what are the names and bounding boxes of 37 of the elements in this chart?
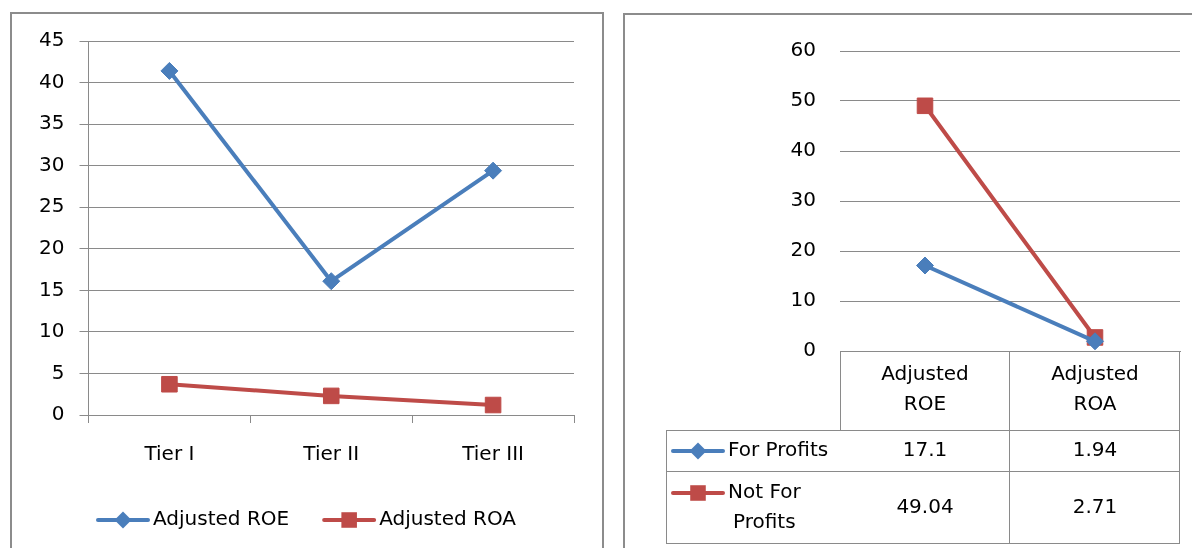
legend-label: Adjusted ROE bbox=[153, 506, 290, 531]
legend-label: Adjusted ROA bbox=[379, 506, 517, 531]
y-tick-label: 15 bbox=[39, 276, 65, 301]
point bbox=[1086, 332, 1104, 351]
y-tick-label: 5 bbox=[51, 359, 65, 384]
x-tick-label: Tier III bbox=[461, 441, 524, 466]
y-tick-label: 10 bbox=[39, 318, 65, 343]
data-label: 1.94 bbox=[1072, 437, 1118, 462]
y-tick-label: 35 bbox=[39, 110, 65, 135]
y-tick-label: 25 bbox=[39, 193, 65, 218]
point bbox=[916, 97, 934, 115]
x-tick-label: Tier II bbox=[302, 441, 360, 466]
y-tick-label: 20 bbox=[39, 234, 65, 259]
y-tick-label: 60 bbox=[790, 37, 816, 62]
point bbox=[161, 375, 178, 393]
point bbox=[484, 396, 502, 414]
point bbox=[322, 272, 341, 291]
data-label: 17.1 bbox=[902, 437, 948, 462]
legend-label: For Profits bbox=[728, 437, 829, 462]
point bbox=[160, 61, 179, 80]
point bbox=[322, 387, 340, 405]
y-tick-label: 45 bbox=[39, 27, 65, 52]
data-label: 2.71 bbox=[1072, 494, 1118, 519]
point bbox=[484, 161, 503, 180]
y-tick-label: 20 bbox=[790, 237, 816, 262]
legend-label: Not For Profits bbox=[728, 479, 802, 534]
y-tick-label: 30 bbox=[39, 151, 65, 176]
y-tick-label: 0 bbox=[51, 401, 65, 426]
point bbox=[916, 256, 934, 275]
y-tick-label: 0 bbox=[803, 337, 816, 362]
x-tick-label: Tier I bbox=[143, 441, 195, 466]
data-label: 49.04 bbox=[896, 494, 954, 519]
y-tick-label: 30 bbox=[790, 187, 816, 212]
y-tick-label: 40 bbox=[39, 68, 65, 93]
y-tick-label: 50 bbox=[790, 87, 816, 112]
y-tick-label: 10 bbox=[790, 287, 816, 312]
y-tick-label: 40 bbox=[790, 137, 816, 162]
